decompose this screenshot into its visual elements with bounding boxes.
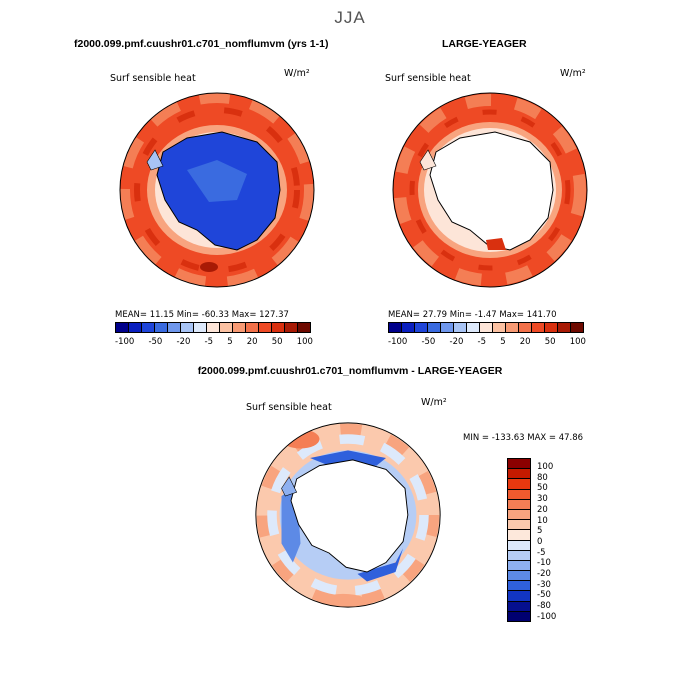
colorbar-swatch — [571, 323, 583, 332]
colorbar-swatch — [508, 489, 530, 500]
colorbar-swatch — [415, 323, 428, 332]
bottom-panel-title: f2000.099.pmf.cuushr01.c701_nomflumvm - … — [197, 365, 503, 377]
colorbar-swatch — [428, 323, 441, 332]
colorbar-swatch — [508, 540, 530, 551]
colorbar-swatch — [246, 323, 259, 332]
colorbar-swatch — [259, 323, 272, 332]
colorbar-swatch — [508, 499, 530, 510]
colorbar-swatch — [272, 323, 285, 332]
diff-colorbar-labels: 100 80 50 30 20 10 5 0 -5 -10 -20 -30 -5… — [537, 462, 556, 622]
top-right-polar-map — [392, 92, 588, 288]
colorbar-tick: 20 — [246, 337, 258, 347]
bottom-stats: MIN = -133.63 MAX = 47.86 — [463, 433, 584, 443]
colorbar-tick: -100 — [537, 611, 557, 622]
colorbar-swatch — [129, 323, 142, 332]
colorbar-swatch — [508, 611, 530, 621]
colorbar-tick: 50 — [537, 483, 548, 494]
colorbar-tick: -20 — [537, 569, 551, 580]
page-title: JJA — [334, 8, 366, 27]
colorbar-swatch — [207, 323, 220, 332]
colorbar-swatch — [508, 591, 530, 602]
colorbar-tick: -10 — [537, 558, 551, 569]
colorbar-tick: 100 — [537, 462, 554, 472]
colorbar-tick: -100 — [388, 337, 408, 347]
colorbar-swatch — [298, 323, 310, 332]
colorbar-swatch — [508, 571, 530, 582]
colorbar-swatch — [285, 323, 298, 332]
top-right-colorbar — [388, 322, 584, 333]
colorbar-swatch — [508, 560, 530, 572]
top-left-variable-label: Surf sensible heat — [110, 73, 196, 84]
colorbar-swatch — [545, 323, 558, 332]
top-left-stats: MEAN= 11.15 Min= -60.33 Max= 127.37 — [115, 310, 289, 320]
diff-colorbar — [507, 458, 531, 622]
colorbar-swatch — [454, 323, 467, 332]
colorbar-tick: -50 — [537, 590, 551, 601]
top-left-polar-map — [119, 92, 315, 288]
colorbar-tick: 50 — [544, 337, 556, 347]
top-right-panel-title: LARGE-YEAGER — [442, 38, 527, 50]
colorbar-swatch — [220, 323, 233, 332]
colorbar-tick: 5 — [500, 337, 506, 347]
colorbar-tick: 0 — [537, 536, 543, 547]
colorbar-swatch — [467, 323, 480, 332]
colorbar-swatch — [233, 323, 246, 332]
colorbar-swatch — [155, 323, 168, 332]
colorbar-swatch — [181, 323, 194, 332]
colorbar-swatch — [142, 323, 155, 332]
colorbar-tick: -5 — [537, 547, 546, 558]
colorbar-swatch — [508, 479, 530, 490]
top-left-units-label: W/m² — [284, 68, 310, 79]
colorbar-tick: 30 — [537, 494, 548, 505]
top-right-variable-label: Surf sensible heat — [385, 73, 471, 84]
colorbar-tick: 5 — [537, 526, 543, 537]
bottom-units-label: W/m² — [421, 397, 447, 408]
colorbar-swatch — [532, 323, 545, 332]
colorbar-swatch — [402, 323, 415, 332]
colorbar-tick: 100 — [569, 337, 586, 347]
colorbar-tick: -5 — [477, 337, 487, 347]
colorbar-swatch — [116, 323, 129, 332]
top-left-colorbar-ticks: -100 -50 -20 -5 5 20 50 100 — [115, 337, 313, 347]
colorbar-swatch — [508, 459, 530, 470]
colorbar-swatch — [389, 323, 402, 332]
colorbar-swatch — [508, 469, 530, 480]
colorbar-tick: 10 — [537, 515, 548, 526]
colorbar-swatch — [508, 581, 530, 592]
colorbar-swatch — [508, 550, 530, 561]
colorbar-tick: 80 — [537, 472, 548, 483]
colorbar-swatch — [493, 323, 506, 332]
colorbar-swatch — [441, 323, 454, 332]
colorbar-tick: -20 — [176, 337, 191, 347]
colorbar-tick: 5 — [227, 337, 233, 347]
top-left-panel-title: f2000.099.pmf.cuushr01.c701_nomflumvm (y… — [74, 38, 329, 50]
colorbar-swatch — [558, 323, 571, 332]
colorbar-swatch — [508, 509, 530, 521]
colorbar-tick: 20 — [519, 337, 531, 347]
colorbar-swatch — [508, 530, 530, 541]
colorbar-swatch — [519, 323, 532, 332]
colorbar-tick: -30 — [537, 579, 551, 590]
colorbar-swatch — [508, 520, 530, 531]
bottom-polar-map — [255, 422, 441, 608]
colorbar-tick: -80 — [537, 601, 551, 612]
colorbar-tick: 50 — [271, 337, 283, 347]
colorbar-swatch — [168, 323, 181, 332]
colorbar-swatch — [506, 323, 519, 332]
colorbar-tick: -50 — [148, 337, 163, 347]
colorbar-tick: 20 — [537, 504, 548, 515]
colorbar-swatch — [508, 601, 530, 612]
colorbar-swatch — [194, 323, 207, 332]
top-right-stats: MEAN= 27.79 Min= -1.47 Max= 141.70 — [388, 310, 557, 320]
top-right-units-label: W/m² — [560, 68, 586, 79]
colorbar-swatch — [480, 323, 493, 332]
colorbar-tick: -20 — [449, 337, 464, 347]
bottom-variable-label: Surf sensible heat — [246, 402, 332, 413]
colorbar-tick: -5 — [204, 337, 214, 347]
colorbar-tick: -50 — [421, 337, 436, 347]
top-left-colorbar — [115, 322, 311, 333]
colorbar-tick: 100 — [296, 337, 313, 347]
top-right-colorbar-ticks: -100 -50 -20 -5 5 20 50 100 — [388, 337, 586, 347]
colorbar-tick: -100 — [115, 337, 135, 347]
